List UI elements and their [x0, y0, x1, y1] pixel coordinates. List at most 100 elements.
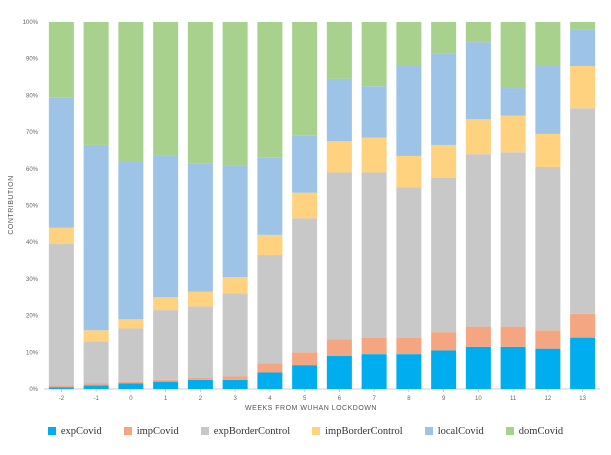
bar-segment-expBorderControl	[326, 172, 352, 340]
bar-segment-impBorderControl	[465, 119, 491, 155]
bar-segment-localCovid	[396, 66, 422, 156]
bar-segment-impBorderControl	[500, 115, 526, 153]
bar-segment-localCovid	[118, 161, 144, 320]
legend-item-expBorderControl: expBorderControl	[200, 425, 291, 437]
bar-segment-domCovid	[257, 22, 283, 158]
x-tick-label: 5	[303, 396, 307, 402]
bar-segment-impCovid	[396, 337, 422, 355]
x-tick-label: 0	[129, 396, 133, 402]
bar-segment-impCovid	[465, 326, 491, 347]
legend-item-impCovid: impCovid	[123, 425, 179, 437]
legend-item-impBorderControl: impBorderControl	[312, 426, 403, 437]
bar-segment-expCovid	[431, 350, 457, 389]
legend-label: domCovid	[518, 425, 564, 437]
y-tick-label: 40%	[26, 240, 39, 246]
bar-segment-impCovid	[431, 332, 457, 351]
bar-segment-domCovid	[187, 22, 213, 164]
bar-segment-domCovid	[465, 22, 491, 43]
legend-label: impBorderControl	[325, 425, 403, 437]
bar-segment-expBorderControl	[535, 166, 561, 331]
x-tick-label: 2	[199, 396, 203, 402]
bar-segment-expCovid	[396, 354, 422, 389]
bar-segment-impBorderControl	[83, 330, 109, 342]
bar-segment-localCovid	[500, 88, 526, 116]
legend-label: localCovid	[437, 425, 484, 437]
bar-segment-localCovid	[431, 53, 457, 145]
bar-segment-impBorderControl	[570, 66, 596, 109]
bar-segment-expBorderControl	[361, 172, 387, 338]
plot-area: 0%10%20%30%40%50%60%70%80%90%100%-2 -1 0 1 2…	[23, 20, 600, 402]
bar-segment-expBorderControl	[292, 218, 318, 353]
bar-segment-localCovid	[153, 155, 179, 298]
bar-segment-impCovid	[153, 379, 179, 382]
bar-segment-expCovid	[292, 365, 318, 389]
x-tick-label: 13	[579, 396, 586, 402]
bar-segment-expBorderControl	[83, 341, 109, 384]
bar-segment-expCovid	[465, 346, 491, 389]
x-tick-label: -2	[59, 396, 65, 402]
bar-segment-expBorderControl	[465, 154, 491, 327]
bar-segment-expCovid	[326, 355, 352, 389]
bar-segment-domCovid	[396, 22, 422, 67]
bar-segment-impBorderControl	[222, 277, 248, 294]
legend-swatch	[312, 427, 321, 435]
legend-label: expBorderControl	[213, 425, 291, 437]
y-tick-label: 0%	[29, 387, 38, 393]
bar-segment-domCovid	[535, 22, 561, 67]
x-tick-label: 4	[268, 396, 272, 402]
bar-segment-localCovid	[83, 144, 109, 331]
bar-segment-impBorderControl	[431, 144, 457, 178]
legend-swatch	[47, 427, 56, 435]
bar-segment-impBorderControl	[118, 319, 144, 329]
legend-swatch	[200, 427, 209, 435]
bar-segment-domCovid	[292, 22, 318, 136]
legend-swatch	[123, 427, 132, 435]
bar-segment-impBorderControl	[257, 234, 283, 256]
legend-label: impCovid	[136, 425, 179, 437]
bar-segment-domCovid	[83, 22, 109, 145]
y-tick-label: 70%	[26, 130, 39, 136]
bar-segment-expBorderControl	[500, 152, 526, 327]
bar-segment-domCovid	[326, 22, 352, 79]
legend-item-localCovid: localCovid	[424, 425, 484, 437]
bar-segment-expCovid	[535, 348, 561, 389]
bar-segment-localCovid	[187, 163, 213, 292]
x-tick-label: 3	[233, 396, 237, 402]
y-tick-label: 50%	[26, 204, 39, 210]
bar-segment-expBorderControl	[118, 328, 144, 382]
bar-segment-expCovid	[153, 381, 179, 389]
bar-segment-impCovid	[83, 383, 109, 386]
legend: expCovid impCovid expBorderControl impBorde…	[0, 420, 611, 442]
x-tick-label: 10	[475, 396, 482, 402]
x-tick-label: -1	[93, 396, 99, 402]
bar-segment-impBorderControl	[326, 141, 352, 173]
bar-segment-domCovid	[431, 22, 457, 54]
bar-segment-expCovid	[222, 379, 248, 389]
x-tick-label: 8	[407, 396, 411, 402]
bar-segment-expBorderControl	[431, 177, 457, 333]
legend-item-domCovid: domCovid	[505, 425, 564, 437]
bar-segment-expCovid	[48, 387, 74, 389]
bar-segment-localCovid	[570, 29, 596, 67]
bar-segment-impBorderControl	[396, 155, 422, 188]
bar-segment-expCovid	[187, 379, 213, 389]
bar-segment-localCovid	[48, 97, 74, 228]
legend-swatch	[424, 427, 433, 435]
bar-segment-domCovid	[500, 22, 526, 89]
bar-segment-impCovid	[570, 313, 596, 338]
y-axis-label: CONTRIBUTION	[8, 175, 15, 234]
bar-segment-domCovid	[118, 22, 144, 162]
legend-item-expCovid: expCovid	[47, 426, 102, 437]
bar-segment-expBorderControl	[570, 108, 596, 314]
bar-segment-domCovid	[570, 22, 596, 30]
bar-segment-localCovid	[292, 135, 318, 193]
x-axis-label: WEEKS FROM WUHAN LOCKDOWN	[245, 405, 377, 412]
bar-segment-impBorderControl	[292, 192, 318, 219]
bar-segment-expCovid	[500, 346, 526, 389]
bar-segment-impBorderControl	[153, 297, 179, 311]
bar-segment-expBorderControl	[396, 187, 422, 338]
bar-segment-impCovid	[361, 337, 387, 355]
legend-swatch	[505, 427, 514, 435]
y-tick-label: 90%	[26, 57, 39, 63]
bar-segment-impCovid	[292, 352, 318, 366]
